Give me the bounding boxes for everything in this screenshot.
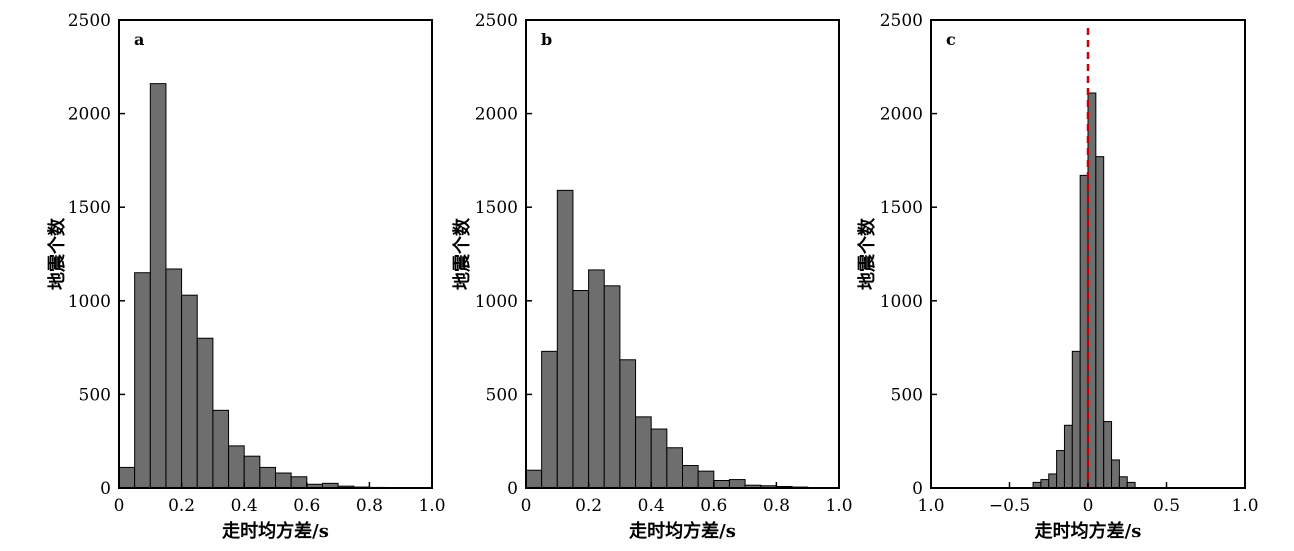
panel-b-bar-7 bbox=[635, 416, 652, 489]
panel-a-bar-3 bbox=[165, 268, 183, 489]
panel-a-ytick-label-4: 2000 bbox=[68, 105, 111, 125]
panel-b-xtick-label-1: 0.2 bbox=[575, 496, 602, 516]
panel-b-bars bbox=[525, 189, 840, 489]
panel-a-bar-10 bbox=[275, 472, 292, 489]
panel-b-bar-3 bbox=[572, 290, 590, 489]
panel-b-tag: b bbox=[541, 30, 552, 49]
panel-a-yticks: 0 500 1000 1500 2000 2500 bbox=[68, 11, 125, 499]
panel-c-bar-2 bbox=[1048, 473, 1058, 489]
panel-c-ytick-label-2: 1000 bbox=[880, 292, 923, 312]
panel-c-xtick-label-2: 0 bbox=[1083, 496, 1094, 516]
panel-c-ytick-label-1: 500 bbox=[891, 385, 923, 405]
panel-c-bar-3 bbox=[1056, 450, 1065, 489]
panel-a: 地震个数 0 0.2 0.4 0.6 0.8 1.0 0 500 1000 1500 2000 25… bbox=[46, 11, 446, 542]
panel-a-bar-1 bbox=[134, 272, 151, 489]
panel-a-tag: a bbox=[134, 30, 144, 49]
panel-b-xticks: 0 0.2 0.4 0.6 0.8 1.0 bbox=[521, 482, 853, 516]
panel-b-bar-2 bbox=[556, 189, 574, 489]
panel-c-xtick-label-0: 1.0 bbox=[917, 496, 944, 516]
panel-b-bar-5 bbox=[603, 285, 621, 489]
panel-b-xtick-label-0: 0 bbox=[521, 496, 532, 516]
panel-b-ytick-label-2: 1000 bbox=[475, 292, 518, 312]
panel-c-bar-5 bbox=[1071, 350, 1081, 489]
panel-b-xtick-label-4: 0.8 bbox=[763, 496, 790, 516]
panel-c-xticks: 1.0 −0.5 0 0.5 1.0 bbox=[917, 482, 1259, 516]
panel-a-ytick-label-5: 2500 bbox=[68, 11, 111, 31]
panel-c-ytick-label-5: 2500 bbox=[880, 11, 923, 31]
panel-a-xtick-label-4: 0.8 bbox=[356, 496, 383, 516]
panel-a-ytick-label-2: 1000 bbox=[68, 292, 111, 312]
panel-a-ytick-label-1: 500 bbox=[79, 385, 111, 405]
panel-a-frame bbox=[118, 19, 433, 489]
panel-b-bar-11 bbox=[697, 470, 715, 489]
panel-b-bar-10 bbox=[682, 465, 699, 489]
panel-b-xtick-label-2: 0.4 bbox=[638, 496, 665, 516]
panel-a-ytick-label-3: 1500 bbox=[68, 198, 111, 218]
panel-b: 地震个数 0 0.2 0.4 0.6 0.8 1.0 0 500 1000 1500 2000 25… bbox=[451, 11, 853, 542]
panel-a-ytick-label-0: 0 bbox=[100, 479, 111, 499]
panel-b-bar-9 bbox=[666, 447, 683, 489]
panel-a-xtick-label-0: 0 bbox=[114, 496, 125, 516]
panel-b-bar-4 bbox=[588, 269, 605, 489]
panel-b-bar-12 bbox=[713, 480, 730, 489]
panel-c-bar-1 bbox=[1040, 479, 1050, 489]
panel-a-xtick-label-5: 1.0 bbox=[418, 496, 445, 516]
panel-c-ylabel: 地震个数 bbox=[856, 217, 878, 290]
panel-b-bar-6 bbox=[619, 359, 637, 489]
panel-c-bar-11 bbox=[1118, 476, 1128, 489]
panel-a-xlabel: 走时均方差/s bbox=[222, 520, 329, 542]
panel-c-bar-10 bbox=[1111, 459, 1120, 489]
panel-b-xtick-label-5: 1.0 bbox=[825, 496, 852, 516]
panel-c-xtick-label-3: 0.5 bbox=[1153, 496, 1180, 516]
panel-a-ylabel: 地震个数 bbox=[46, 217, 68, 290]
panel-c-xlabel: 走时均方差/s bbox=[1035, 520, 1142, 542]
panel-b-bar-13 bbox=[728, 479, 746, 489]
panel-b-xtick-label-3: 0.6 bbox=[700, 496, 727, 516]
panel-a-bar-4 bbox=[181, 294, 198, 489]
panel-c-bars bbox=[1032, 92, 1136, 489]
panel-b-bar-0 bbox=[525, 469, 543, 489]
panel-a-xtick-label-2: 0.4 bbox=[231, 496, 258, 516]
panel-b-bar-8 bbox=[650, 428, 668, 489]
panel-a-bar-7 bbox=[228, 445, 245, 489]
panel-b-xlabel: 走时均方差/s bbox=[629, 520, 736, 542]
panel-a-bar-9 bbox=[259, 466, 277, 489]
panel-b-ylabel: 地震个数 bbox=[451, 217, 473, 290]
panel-a-xticks: 0 0.2 0.4 0.6 0.8 1.0 bbox=[114, 482, 446, 516]
panel-c-xtick-label-1: −0.5 bbox=[989, 496, 1030, 516]
panel-a-xtick-label-3: 0.6 bbox=[293, 496, 320, 516]
panel-b-ytick-label-3: 1500 bbox=[475, 198, 518, 218]
panel-c-ytick-label-0: 0 bbox=[912, 479, 923, 499]
panel-a-bar-6 bbox=[212, 409, 230, 489]
panel-c-yticks: 0 500 1000 1500 2000 2500 bbox=[880, 11, 937, 499]
panel-a-bar-2 bbox=[149, 83, 167, 489]
panel-c-bar-9 bbox=[1103, 421, 1113, 489]
panel-a-xtick-label-1: 0.2 bbox=[168, 496, 195, 516]
panel-c-ytick-label-4: 2000 bbox=[880, 105, 923, 125]
panel-c-bar-4 bbox=[1063, 424, 1073, 489]
panel-b-ytick-label-0: 0 bbox=[507, 479, 518, 499]
panel-c-ytick-label-3: 1500 bbox=[880, 198, 923, 218]
panel-c-xtick-label-4: 1.0 bbox=[1231, 496, 1258, 516]
panel-b-bar-1 bbox=[541, 350, 558, 489]
panel-a-bars bbox=[118, 83, 433, 489]
panel-b-ytick-label-5: 2500 bbox=[475, 11, 518, 31]
panel-a-bar-8 bbox=[243, 455, 261, 489]
panel-b-yticks: 0 500 1000 1500 2000 2500 bbox=[475, 11, 532, 499]
panel-c-bar-8 bbox=[1095, 156, 1105, 489]
panel-c: 地震个数 1.0 −0.5 0 0.5 1.0 0 500 1000 1500 2000 2500… bbox=[856, 11, 1259, 542]
panel-a-bar-11 bbox=[290, 476, 308, 489]
panel-b-frame bbox=[525, 19, 840, 489]
panel-a-bar-5 bbox=[196, 337, 214, 489]
panel-c-tag: c bbox=[946, 30, 956, 49]
panel-b-ytick-label-4: 2000 bbox=[475, 105, 518, 125]
panel-a-bar-0 bbox=[118, 466, 136, 489]
panel-b-ytick-label-1: 500 bbox=[486, 385, 518, 405]
